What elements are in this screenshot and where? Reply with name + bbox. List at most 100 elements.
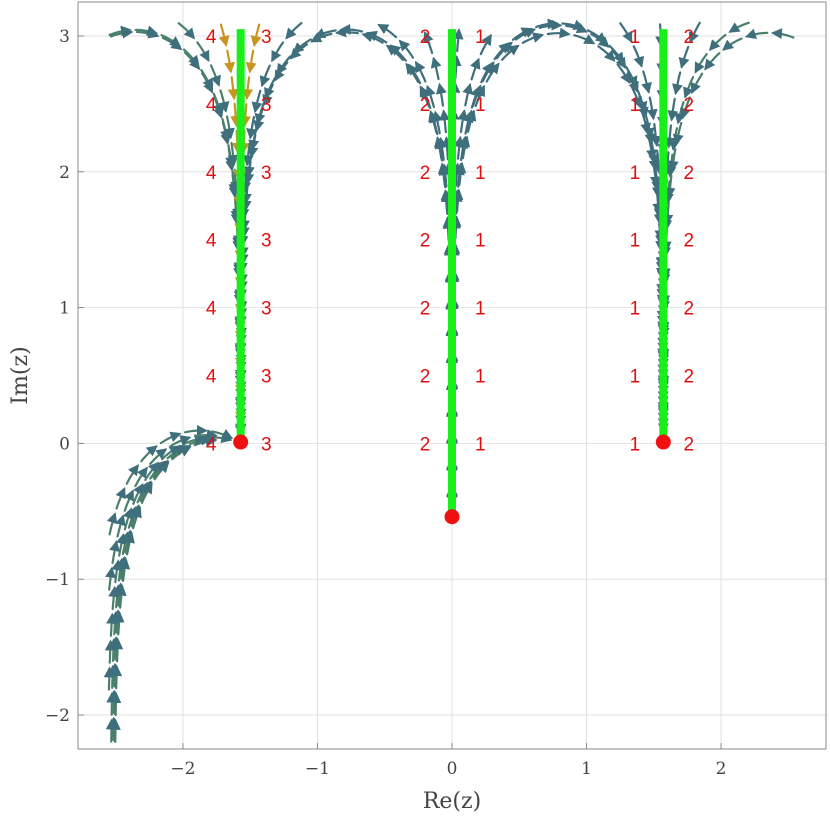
streamline-segment bbox=[250, 23, 262, 48]
x-axis-title: Re(z) bbox=[423, 789, 481, 814]
streamline-segment bbox=[262, 83, 274, 107]
y-tick-label: −1 bbox=[45, 570, 70, 590]
streamline-segment bbox=[480, 62, 493, 84]
region-label: 2 bbox=[420, 299, 431, 320]
region-label: 2 bbox=[420, 434, 431, 455]
streamline-segment bbox=[451, 190, 463, 215]
region-label: 3 bbox=[261, 27, 272, 48]
branch-points bbox=[233, 434, 671, 525]
streamline-segment bbox=[245, 49, 257, 74]
streamline-segment bbox=[125, 464, 140, 485]
region-label: 3 bbox=[261, 231, 272, 252]
streamline-segment bbox=[200, 68, 213, 91]
streamline-segment bbox=[184, 424, 208, 436]
streamline-segment bbox=[177, 22, 196, 40]
region-label: 3 bbox=[261, 163, 272, 184]
streamline-segment bbox=[462, 111, 474, 135]
region-label: 4 bbox=[206, 434, 217, 455]
region-label: 2 bbox=[420, 231, 431, 252]
streamline-segment bbox=[115, 486, 126, 510]
streamline-segment bbox=[224, 115, 235, 140]
streamline-segment bbox=[160, 34, 182, 48]
streamline-segment bbox=[573, 34, 596, 45]
streamline-segment bbox=[385, 44, 404, 61]
region-label: 2 bbox=[420, 27, 431, 48]
streamline-segment bbox=[109, 611, 121, 636]
streamline-segment bbox=[405, 62, 420, 84]
streamline-segment bbox=[274, 61, 289, 82]
region-label: 1 bbox=[630, 231, 641, 252]
streamline-segment bbox=[683, 76, 695, 99]
streamline-segment bbox=[108, 25, 132, 37]
region-label: 4 bbox=[206, 95, 217, 116]
region-label: 1 bbox=[630, 27, 641, 48]
branch-point bbox=[444, 509, 460, 525]
streamline-segment bbox=[462, 82, 473, 107]
streamline-segment bbox=[667, 97, 679, 122]
streamline-segment bbox=[636, 89, 648, 113]
region-label: 1 bbox=[475, 163, 486, 184]
streamline-segment bbox=[586, 29, 607, 44]
streamline-segment bbox=[227, 76, 239, 101]
streamline-segment bbox=[728, 21, 750, 33]
streamline-segment bbox=[646, 96, 658, 121]
streamline-segment bbox=[310, 32, 333, 43]
streamline-segment bbox=[493, 42, 510, 61]
streamline-segment bbox=[132, 483, 144, 505]
streamline-segment bbox=[708, 33, 727, 52]
streamline-segment bbox=[289, 43, 309, 60]
streamline-segment bbox=[672, 121, 684, 146]
streamline-segment bbox=[688, 21, 701, 44]
region-label: 2 bbox=[683, 163, 694, 184]
streamline-segment bbox=[239, 103, 251, 128]
streamline-segment bbox=[110, 636, 122, 661]
streamline-segment bbox=[182, 48, 200, 67]
branch-point bbox=[233, 434, 249, 450]
streamline-segment bbox=[414, 60, 427, 83]
streamline-segment bbox=[619, 22, 633, 44]
streamline-segment bbox=[435, 82, 447, 107]
region-label: 2 bbox=[420, 163, 431, 184]
region-label: 1 bbox=[630, 434, 641, 455]
region-labels: 4 3 2 1 1 2 4 3 2 1 1 2 4 3 2 1 1 2 4 3 2 1 1 2 4 3 2 1 1 2 4 3 2 1 1 2 4 3 2 1… bbox=[206, 27, 694, 455]
region-label: 1 bbox=[630, 367, 641, 388]
streamline-segment bbox=[470, 85, 481, 109]
region-label: 4 bbox=[206, 367, 217, 388]
streamline-segment bbox=[597, 45, 616, 62]
region-label: 4 bbox=[206, 231, 217, 252]
branch-point bbox=[655, 434, 671, 450]
streamline-segment bbox=[453, 163, 465, 188]
streamline-segment bbox=[479, 33, 492, 56]
streamline-segment bbox=[109, 540, 120, 564]
region-label: 1 bbox=[475, 367, 486, 388]
streamline-segment bbox=[335, 26, 359, 38]
region-label: 2 bbox=[420, 367, 431, 388]
streamline-segment bbox=[419, 85, 430, 108]
region-label: 3 bbox=[261, 434, 272, 455]
streamline-segment bbox=[641, 70, 652, 94]
streamline-segment bbox=[107, 637, 119, 662]
streamline-segment bbox=[108, 585, 120, 611]
x-tick-label: 1 bbox=[581, 759, 592, 779]
streamline-segment bbox=[546, 27, 571, 39]
streamline-segment bbox=[632, 45, 645, 68]
region-label: 1 bbox=[475, 95, 486, 116]
streamline-segment bbox=[105, 566, 116, 591]
y-tick-label: 2 bbox=[59, 163, 70, 183]
streamline-segment bbox=[122, 507, 134, 531]
streamline-segment bbox=[744, 28, 769, 40]
y-tick-label: 1 bbox=[59, 299, 70, 319]
region-label: 1 bbox=[630, 163, 641, 184]
streamline-segment bbox=[104, 639, 116, 664]
streamline-segment bbox=[123, 489, 134, 512]
region-label: 3 bbox=[261, 367, 272, 388]
streamline-segment bbox=[134, 466, 148, 488]
streamline-segment bbox=[361, 31, 384, 44]
streamline-segment bbox=[441, 136, 453, 161]
streamline-segment bbox=[115, 532, 127, 557]
streamline-segment bbox=[246, 115, 258, 140]
region-label: 2 bbox=[683, 299, 694, 320]
region-label: 1 bbox=[475, 299, 486, 320]
streamline-segment bbox=[241, 76, 253, 101]
